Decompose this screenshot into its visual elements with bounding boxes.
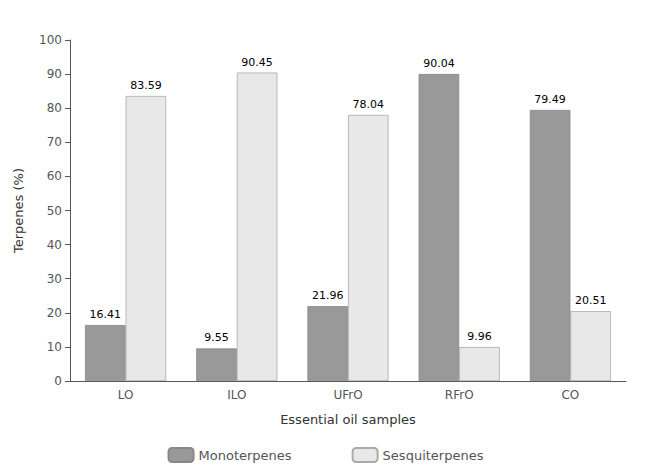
svg-text:9.96: 9.96 (467, 330, 492, 343)
svg-text:60: 60 (47, 169, 62, 183)
svg-text:ILO: ILO (227, 388, 246, 402)
svg-text:83.59: 83.59 (130, 79, 162, 92)
svg-text:78.04: 78.04 (353, 98, 385, 111)
svg-text:79.49: 79.49 (534, 93, 566, 106)
svg-text:90.45: 90.45 (241, 56, 273, 69)
svg-text:Monoterpenes: Monoterpenes (199, 448, 292, 463)
svg-text:80: 80 (47, 101, 62, 115)
svg-text:Terpenes (%): Terpenes (%) (11, 168, 26, 254)
svg-text:20.51: 20.51 (575, 294, 607, 307)
svg-text:90.04: 90.04 (423, 57, 455, 70)
svg-text:90: 90 (47, 67, 62, 81)
svg-text:9.55: 9.55 (204, 331, 229, 344)
svg-text:LO: LO (118, 388, 134, 402)
svg-text:100: 100 (39, 33, 62, 47)
svg-text:40: 40 (47, 238, 62, 252)
svg-text:16.41: 16.41 (90, 308, 122, 321)
svg-text:UFrO: UFrO (333, 388, 362, 402)
svg-text:Essential oil samples: Essential oil samples (280, 412, 416, 427)
svg-text:20: 20 (47, 306, 62, 320)
svg-text:50: 50 (47, 204, 62, 218)
svg-text:0: 0 (54, 374, 62, 388)
svg-text:21.96: 21.96 (312, 289, 344, 302)
svg-text:30: 30 (47, 272, 62, 286)
svg-text:70: 70 (47, 135, 62, 149)
svg-text:Sesquiterpenes: Sesquiterpenes (383, 448, 484, 463)
svg-text:10: 10 (47, 340, 62, 354)
svg-text:CO: CO (561, 388, 579, 402)
svg-text:RFrO: RFrO (445, 388, 474, 402)
